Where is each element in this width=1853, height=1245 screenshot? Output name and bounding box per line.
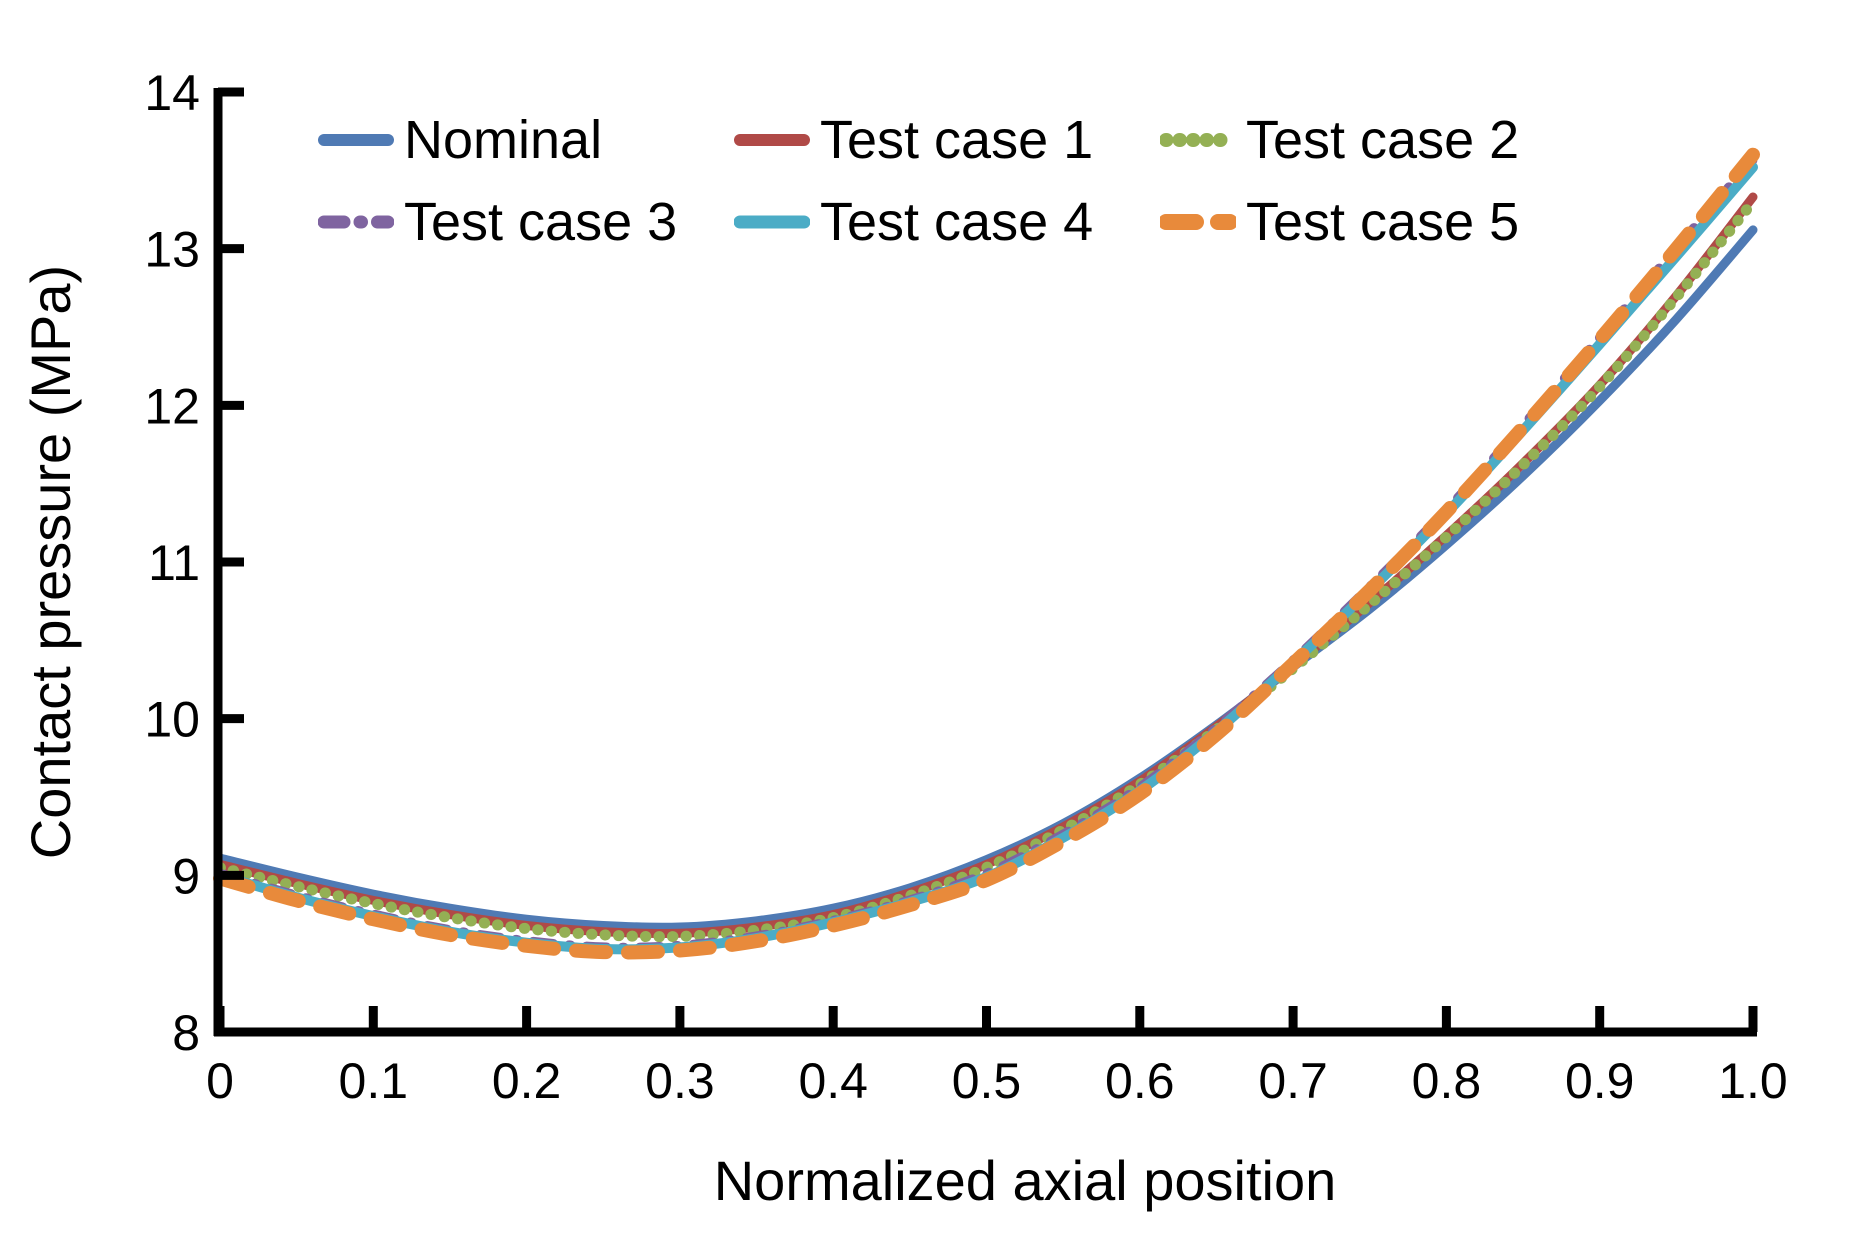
- y-tick-label: 13: [144, 222, 200, 278]
- series-line-test-case-3: [215, 154, 1758, 953]
- y-tick-label: 11: [148, 535, 200, 591]
- x-tick-label: 0.5: [952, 1053, 1022, 1109]
- y-tick-label: 14: [144, 65, 200, 121]
- y-tick-label: 8: [172, 1005, 200, 1061]
- x-tick-label: 0.4: [798, 1053, 868, 1109]
- y-axis-title: Contact pressure (MPa): [19, 265, 82, 859]
- series-line-test-case-2: [214, 196, 1759, 943]
- series-lines: [213, 147, 1760, 960]
- x-tick-label: 0.2: [492, 1053, 562, 1109]
- x-tick-label: 0.7: [1258, 1053, 1328, 1109]
- x-tick-label: 0.9: [1565, 1053, 1635, 1109]
- axes: [213, 87, 1758, 1037]
- tick-marks: [215, 87, 1758, 1037]
- x-tick-labels: 0 0.1 0.2 0.3 0.4 0.5 0.6 0.7 0.8 0.9 1.0: [206, 1053, 1788, 1109]
- y-tick-label: 10: [144, 692, 200, 748]
- x-tick-label: 0.8: [1412, 1053, 1482, 1109]
- x-tick-label: 0.3: [645, 1053, 715, 1109]
- series-line-nominal: [215, 225, 1758, 932]
- x-tick-label: 0.6: [1105, 1053, 1175, 1109]
- y-tick-label: 12: [144, 378, 200, 434]
- y-tick-labels: 8 9 10 11 12 13 14: [144, 65, 200, 1061]
- series-line-test-case-5: [213, 147, 1760, 960]
- x-tick-label: 0.1: [339, 1053, 409, 1109]
- x-tick-label: 0: [206, 1053, 234, 1109]
- y-tick-label: 9: [172, 848, 200, 904]
- x-axis-title: Normalized axial position: [714, 1149, 1337, 1212]
- series-line-test-case-4: [215, 162, 1758, 955]
- series-line-test-case-1: [215, 192, 1758, 939]
- x-tick-label: 1.0: [1718, 1053, 1788, 1109]
